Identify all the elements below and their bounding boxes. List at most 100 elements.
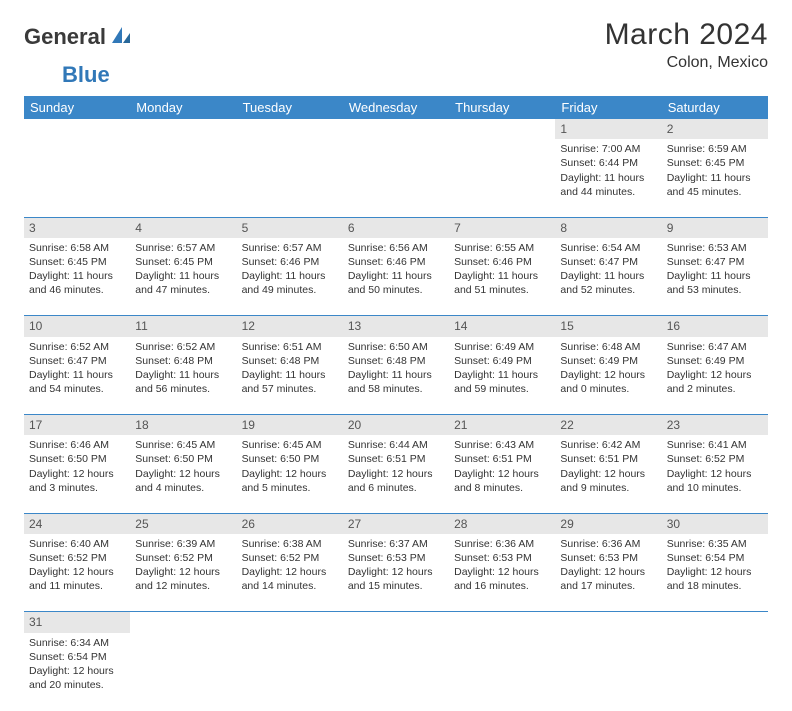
day-number-cell: 16: [662, 316, 768, 337]
sunset-text: Sunset: 6:44 PM: [560, 156, 656, 170]
day-number-cell: 17: [24, 415, 130, 436]
sunset-text: Sunset: 6:52 PM: [667, 452, 763, 466]
day-number-cell: 18: [130, 415, 236, 436]
sunset-text: Sunset: 6:45 PM: [135, 255, 231, 269]
sunrise-text: Sunrise: 6:35 AM: [667, 537, 763, 551]
sunrise-text: Sunrise: 6:53 AM: [667, 241, 763, 255]
weekday-header: Monday: [130, 96, 236, 119]
sunset-text: Sunset: 6:47 PM: [667, 255, 763, 269]
sunrise-text: Sunrise: 6:57 AM: [135, 241, 231, 255]
sunset-text: Sunset: 6:54 PM: [29, 650, 125, 664]
daynum-row: 24252627282930: [24, 513, 768, 534]
day-number-cell: 23: [662, 415, 768, 436]
sunrise-text: Sunrise: 6:46 AM: [29, 438, 125, 452]
day-info-cell: Sunrise: 6:45 AMSunset: 6:50 PMDaylight:…: [130, 435, 236, 513]
sunrise-text: Sunrise: 6:34 AM: [29, 636, 125, 650]
daylight-text: Daylight: 11 hours and 47 minutes.: [135, 269, 231, 297]
day-info-cell: Sunrise: 6:58 AMSunset: 6:45 PMDaylight:…: [24, 238, 130, 316]
day-number-cell: 9: [662, 217, 768, 238]
daylight-text: Daylight: 12 hours and 14 minutes.: [242, 565, 338, 593]
day-number-cell: [130, 119, 236, 139]
sunset-text: Sunset: 6:54 PM: [667, 551, 763, 565]
sunrise-text: Sunrise: 6:40 AM: [29, 537, 125, 551]
day-info-cell: Sunrise: 6:40 AMSunset: 6:52 PMDaylight:…: [24, 534, 130, 612]
daylight-text: Daylight: 12 hours and 0 minutes.: [560, 368, 656, 396]
day-info-cell: Sunrise: 6:45 AMSunset: 6:50 PMDaylight:…: [237, 435, 343, 513]
sunrise-text: Sunrise: 6:56 AM: [348, 241, 444, 255]
daylight-text: Daylight: 12 hours and 17 minutes.: [560, 565, 656, 593]
sunset-text: Sunset: 6:46 PM: [454, 255, 550, 269]
day-number-cell: 28: [449, 513, 555, 534]
logo-text-blue: Blue: [62, 62, 110, 88]
sunrise-text: Sunrise: 6:47 AM: [667, 340, 763, 354]
day-info-cell: Sunrise: 6:52 AMSunset: 6:48 PMDaylight:…: [130, 337, 236, 415]
weekday-header-row: Sunday Monday Tuesday Wednesday Thursday…: [24, 96, 768, 119]
day-number-cell: [662, 612, 768, 633]
day-number-cell: 3: [24, 217, 130, 238]
daylight-text: Daylight: 12 hours and 20 minutes.: [29, 664, 125, 692]
day-info-row: Sunrise: 6:40 AMSunset: 6:52 PMDaylight:…: [24, 534, 768, 612]
location: Colon, Mexico: [605, 54, 768, 72]
day-info-cell: Sunrise: 6:41 AMSunset: 6:52 PMDaylight:…: [662, 435, 768, 513]
day-number-cell: 30: [662, 513, 768, 534]
sunrise-text: Sunrise: 6:41 AM: [667, 438, 763, 452]
day-number-cell: [130, 612, 236, 633]
day-number-cell: [343, 612, 449, 633]
sunrise-text: Sunrise: 6:59 AM: [667, 142, 763, 156]
sunrise-text: Sunrise: 6:43 AM: [454, 438, 550, 452]
day-info-row: Sunrise: 6:58 AM Sunset: 6:45 PMDaylight:…: [24, 238, 768, 316]
daynum-row: 12: [24, 119, 768, 139]
sunrise-text: Sunrise: 6:36 AM: [560, 537, 656, 551]
daynum-row: 17181920212223: [24, 415, 768, 436]
daylight-text: Daylight: 11 hours and 59 minutes.: [454, 368, 550, 396]
day-info-cell: [237, 139, 343, 217]
daylight-text: Daylight: 11 hours and 58 minutes.: [348, 368, 444, 396]
day-info-cell: Sunrise: 6:52 AMSunset: 6:47 PMDaylight:…: [24, 337, 130, 415]
day-info-cell: Sunrise: 6:44 AMSunset: 6:51 PMDaylight:…: [343, 435, 449, 513]
sunrise-text: Sunrise: 6:45 AM: [135, 438, 231, 452]
day-number-cell: [24, 119, 130, 139]
sunrise-text: Sunrise: 6:58 AM: [29, 241, 125, 255]
sunrise-text: Sunrise: 6:51 AM: [242, 340, 338, 354]
day-number-cell: 2: [662, 119, 768, 139]
day-info-cell: Sunrise: 6:54 AMSunset: 6:47 PMDaylight:…: [555, 238, 661, 316]
sunrise-text: Sunrise: 6:39 AM: [135, 537, 231, 551]
daylight-text: Daylight: 12 hours and 3 minutes.: [29, 467, 125, 495]
sunset-text: Sunset: 6:52 PM: [29, 551, 125, 565]
sunrise-text: Sunrise: 7:00 AM: [560, 142, 656, 156]
day-number-cell: 22: [555, 415, 661, 436]
day-info-cell: Sunrise: 6:55 AMSunset: 6:46 PMDaylight:…: [449, 238, 555, 316]
day-number-cell: 24: [24, 513, 130, 534]
day-info-cell: Sunrise: 6:36 AMSunset: 6:53 PMDaylight:…: [555, 534, 661, 612]
sunset-text: Sunset: 6:45 PM: [667, 156, 763, 170]
day-number-cell: 7: [449, 217, 555, 238]
sunrise-text: Sunrise: 6:45 AM: [242, 438, 338, 452]
day-number-cell: 25: [130, 513, 236, 534]
day-number-cell: 29: [555, 513, 661, 534]
daylight-text: Daylight: 12 hours and 5 minutes.: [242, 467, 338, 495]
month-title: March 2024: [605, 18, 768, 52]
day-info-cell: [130, 633, 236, 711]
day-info-cell: Sunrise: 6:39 AMSunset: 6:52 PMDaylight:…: [130, 534, 236, 612]
day-info-cell: [662, 633, 768, 711]
daylight-text: Daylight: 12 hours and 15 minutes.: [348, 565, 444, 593]
sunrise-text: Sunrise: 6:38 AM: [242, 537, 338, 551]
day-info-cell: Sunrise: 6:57 AMSunset: 6:45 PMDaylight:…: [130, 238, 236, 316]
day-number-cell: 14: [449, 316, 555, 337]
sunrise-text: Sunrise: 6:37 AM: [348, 537, 444, 551]
sunrise-text: Sunrise: 6:55 AM: [454, 241, 550, 255]
day-info-cell: [237, 633, 343, 711]
daylight-text: Daylight: 11 hours and 54 minutes.: [29, 368, 125, 396]
sunrise-text: Sunrise: 6:44 AM: [348, 438, 444, 452]
day-info-cell: Sunrise: 6:46 AMSunset: 6:50 PMDaylight:…: [24, 435, 130, 513]
sunrise-text: Sunrise: 6:52 AM: [135, 340, 231, 354]
sunset-text: Sunset: 6:52 PM: [242, 551, 338, 565]
sunset-text: Sunset: 6:49 PM: [667, 354, 763, 368]
daynum-row: 3456789: [24, 217, 768, 238]
sunrise-text: Sunrise: 6:50 AM: [348, 340, 444, 354]
day-number-cell: 26: [237, 513, 343, 534]
daylight-text: Daylight: 12 hours and 12 minutes.: [135, 565, 231, 593]
day-info-cell: Sunrise: 6:35 AMSunset: 6:54 PMDaylight:…: [662, 534, 768, 612]
sunset-text: Sunset: 6:53 PM: [560, 551, 656, 565]
day-info-cell: Sunrise: 6:57 AMSunset: 6:46 PMDaylight:…: [237, 238, 343, 316]
